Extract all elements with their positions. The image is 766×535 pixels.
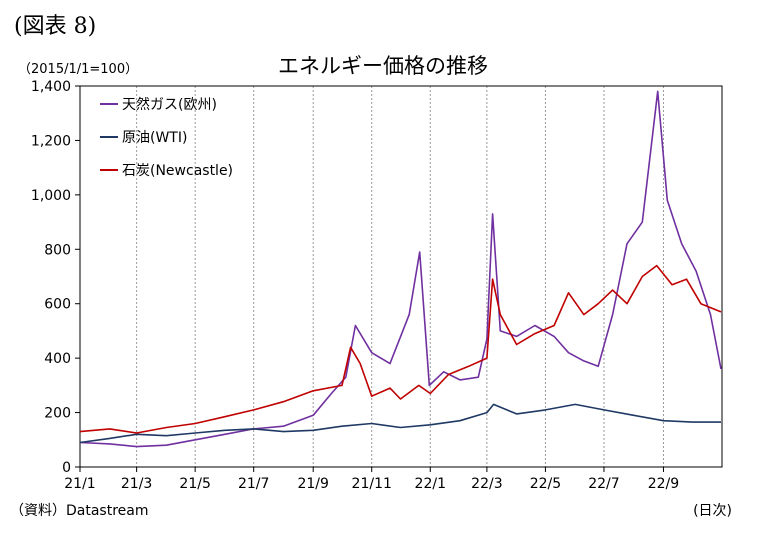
x-tick-label: 22/1 (415, 476, 446, 492)
x-tick-label: 22/3 (471, 476, 502, 492)
series-lines (79, 90, 722, 448)
plot-area (79, 85, 723, 468)
x-tick-label: 21/7 (238, 476, 269, 492)
figure-label: (図表 8) (14, 14, 97, 39)
series-line-3 (79, 264, 722, 434)
legend: 天然ガス(欧州) 原油(WTI) 石炭(Newcastle) (100, 96, 233, 179)
y-tick-label: 800 (44, 242, 71, 258)
y-tick-label: 1,400 (31, 79, 71, 95)
y-tick-label: 1,000 (31, 188, 71, 204)
x-tick-label: 21/9 (297, 476, 328, 492)
x-tick-label: 21/1 (64, 476, 95, 492)
legend-label-1: 天然ガス(欧州) (122, 96, 217, 113)
y-tick-label: 400 (44, 351, 71, 367)
unit-label: （2015/1/1=100） (18, 62, 139, 77)
x-tick-label: 22/7 (588, 476, 619, 492)
legend-label-3: 石炭(Newcastle) (122, 163, 233, 179)
source-label: （資料）Datastream (10, 503, 149, 519)
x-tick-label: 21/3 (121, 476, 152, 492)
x-tick-label: 21/5 (179, 476, 210, 492)
y-tick-label: 600 (44, 297, 71, 313)
legend-label-2: 原油(WTI) (122, 130, 187, 146)
chart-title: エネルギー価格の推移 (278, 54, 488, 78)
x-unit-label: (日次) (693, 503, 732, 519)
y-tick-label: 0 (62, 460, 71, 476)
y-tick-label: 200 (44, 406, 71, 422)
series-line-2 (79, 403, 721, 444)
x-tick-label: 22/9 (648, 476, 679, 492)
x-tick-label: 22/5 (530, 476, 561, 492)
y-axis: 0 200 400 600 800 1,000 1,200 1,400 (31, 79, 80, 476)
x-tick-label: 21/11 (352, 476, 392, 492)
series-line-1 (79, 90, 722, 448)
y-tick-label: 1,200 (31, 133, 71, 149)
x-axis: 21/1 21/3 21/5 21/7 21/9 21/11 22/1 22/3 22/5 22/… (64, 467, 679, 492)
